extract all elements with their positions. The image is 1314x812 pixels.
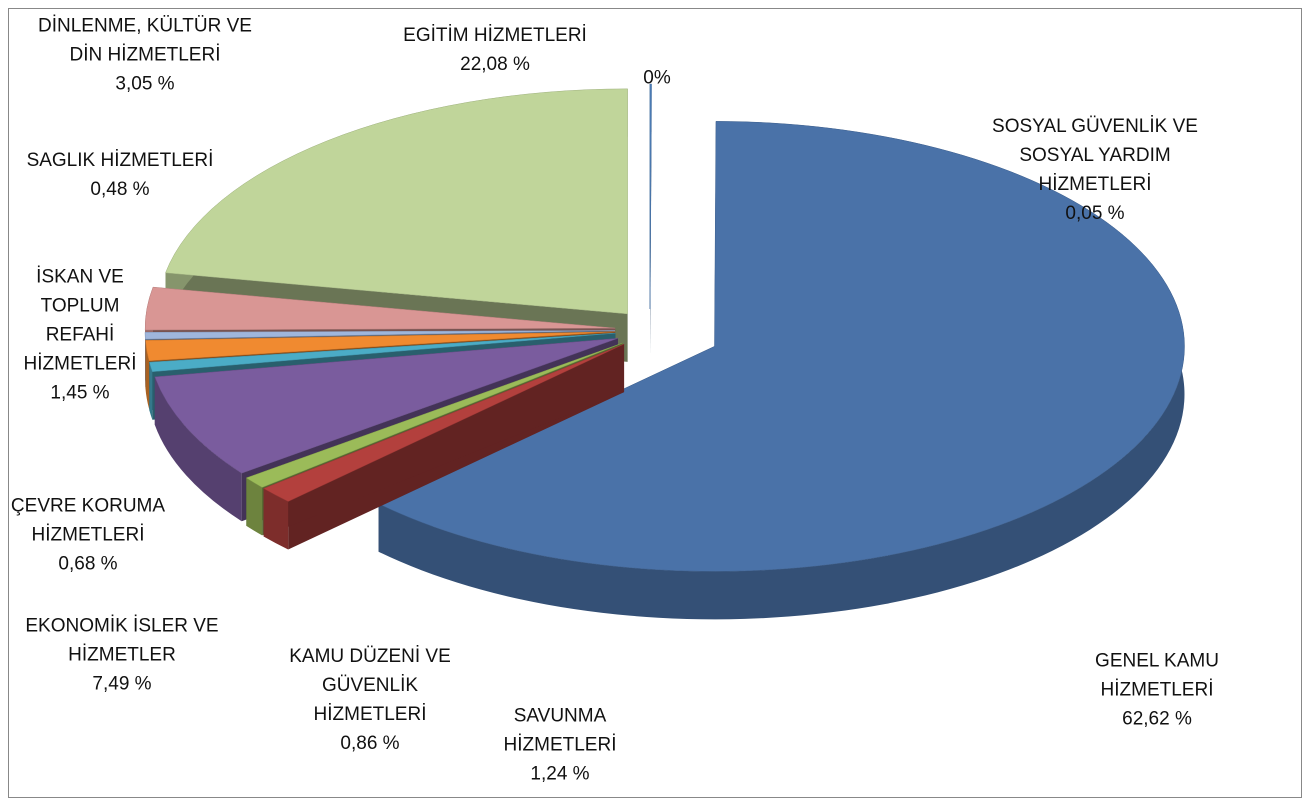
slice-value: 0,05 % bbox=[1065, 203, 1125, 224]
slice bbox=[144, 286, 616, 331]
slice-value: 0,48 % bbox=[90, 179, 150, 200]
data-label: EGİTİM HİZMETLERİ 22,08 % bbox=[365, 21, 625, 79]
slice-name: EKONOMİK İSLER VE HİZMETLER bbox=[25, 615, 219, 666]
slice bbox=[144, 330, 616, 340]
slice-name: SAGLIK HİZMETLERİ bbox=[26, 150, 214, 171]
data-label: EKONOMİK İSLER VE HİZMETLER 7,49 % bbox=[2, 612, 242, 699]
slice-name: SOSYAL GÜVENLİK VE SOSYAL YARDIM HİZMETL… bbox=[992, 116, 1198, 195]
slice bbox=[145, 331, 616, 362]
slice-name: EGİTİM HİZMETLERİ bbox=[403, 25, 587, 46]
slice-value: 0,86 % bbox=[340, 733, 400, 754]
data-label: DİNLENME, KÜLTÜR VE DİN HİZMETLERİ 3,05 % bbox=[20, 12, 270, 99]
data-label: İSKAN VE TOPLUM REFAHİ HİZMETLERİ 1,45 % bbox=[20, 263, 140, 408]
slice-value: 1,45 % bbox=[50, 382, 110, 404]
slice bbox=[378, 121, 1185, 572]
slice-side bbox=[149, 362, 153, 420]
slice-value: 0,68 % bbox=[58, 553, 118, 575]
slice-value: 7,49 % bbox=[92, 673, 152, 695]
slice-wall bbox=[263, 344, 625, 537]
slice-value: 62,62 % bbox=[1122, 708, 1192, 730]
slice bbox=[165, 88, 628, 315]
data-label: KAMU DÜZENİ VE GÜVENLİK HİZMETLERİ 0,86 % bbox=[265, 642, 475, 758]
data-label: GENEL KAMU HİZMETLERİ 62,62 % bbox=[1082, 647, 1232, 734]
data-label: SAVUNMA HİZMETLERİ 1,24 % bbox=[485, 702, 635, 789]
slice-side bbox=[263, 488, 289, 550]
slice-value: 3,05 % bbox=[115, 73, 175, 95]
slice bbox=[245, 342, 623, 488]
data-label: SAGLIK HİZMETLERİ 0,48 % bbox=[5, 146, 235, 204]
data-label: SOSYAL GÜVENLİK VE SOSYAL YARDIM HİZMETL… bbox=[980, 112, 1210, 228]
slice-name: SAVUNMA HİZMETLERİ bbox=[503, 705, 617, 756]
slice-side bbox=[378, 121, 1185, 620]
data-label: 0% bbox=[627, 64, 687, 93]
slice-name: KAMU DÜZENİ VE GÜVENLİK HİZMETLERİ bbox=[289, 646, 451, 725]
slice-name: ÇEVRE KORUMA HİZMETLERİ bbox=[10, 495, 166, 546]
slice bbox=[154, 338, 618, 474]
data-label: ÇEVRE KORUMA HİZMETLERİ 0,68 % bbox=[8, 492, 168, 579]
slice bbox=[649, 83, 652, 310]
slice-name: DİNLENME, KÜLTÜR VE DİN HİZMETLERİ bbox=[38, 15, 252, 66]
chart-frame bbox=[8, 8, 1302, 798]
slice-side bbox=[154, 376, 242, 522]
slice-name: GENEL KAMU HİZMETLERİ bbox=[1095, 650, 1219, 701]
slice-value: 22,08 % bbox=[460, 54, 530, 75]
slice-value: 1,24 % bbox=[530, 763, 590, 785]
slice-side bbox=[246, 477, 263, 536]
slice-value: 0% bbox=[643, 67, 671, 89]
slice bbox=[263, 343, 625, 502]
slice-name: İSKAN VE TOPLUM REFAHİ HİZMETLERİ bbox=[23, 266, 137, 375]
slice bbox=[149, 332, 616, 372]
